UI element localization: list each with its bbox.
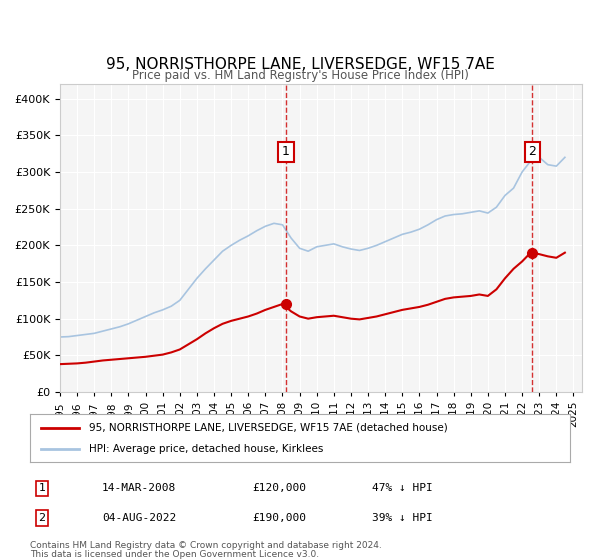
- Text: Contains HM Land Registry data © Crown copyright and database right 2024.: Contains HM Land Registry data © Crown c…: [30, 541, 382, 550]
- Text: This data is licensed under the Open Government Licence v3.0.: This data is licensed under the Open Gov…: [30, 550, 319, 559]
- Text: 2: 2: [529, 145, 536, 158]
- Text: £190,000: £190,000: [252, 513, 306, 523]
- Text: HPI: Average price, detached house, Kirklees: HPI: Average price, detached house, Kirk…: [89, 444, 324, 454]
- Text: £120,000: £120,000: [252, 483, 306, 493]
- Text: 04-AUG-2022: 04-AUG-2022: [102, 513, 176, 523]
- Text: 39% ↓ HPI: 39% ↓ HPI: [372, 513, 433, 523]
- Text: 1: 1: [38, 483, 46, 493]
- Text: 95, NORRISTHORPE LANE, LIVERSEDGE, WF15 7AE (detached house): 95, NORRISTHORPE LANE, LIVERSEDGE, WF15 …: [89, 423, 448, 433]
- Text: Price paid vs. HM Land Registry's House Price Index (HPI): Price paid vs. HM Land Registry's House …: [131, 69, 469, 82]
- Text: 14-MAR-2008: 14-MAR-2008: [102, 483, 176, 493]
- Text: 2: 2: [38, 513, 46, 523]
- Text: 95, NORRISTHORPE LANE, LIVERSEDGE, WF15 7AE: 95, NORRISTHORPE LANE, LIVERSEDGE, WF15 …: [106, 57, 494, 72]
- Text: 47% ↓ HPI: 47% ↓ HPI: [372, 483, 433, 493]
- Text: 1: 1: [282, 145, 290, 158]
